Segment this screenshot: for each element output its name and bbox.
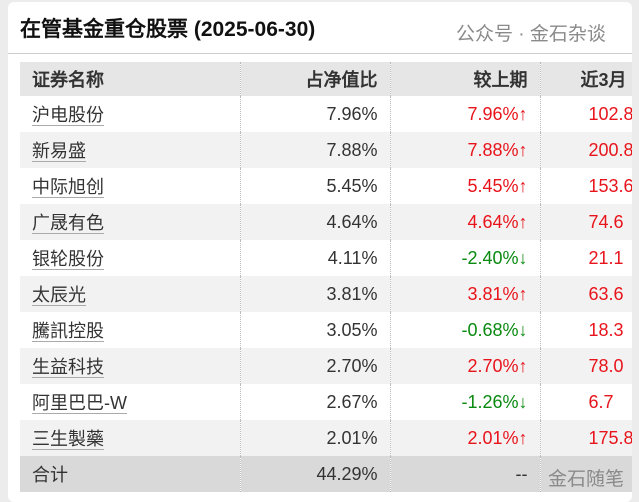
change-cell: -2.40%↓	[389, 240, 540, 276]
table-row: 騰訊控股 3.05% -0.68%↓ 18.3	[20, 312, 632, 348]
change-cell: 7.88%↑	[389, 132, 540, 168]
ratio-cell: 4.64%	[239, 204, 390, 240]
total-row: 合计 44.29% --	[20, 456, 632, 492]
table-row: 广晟有色 4.64% 4.64%↑ 74.6	[20, 204, 632, 240]
stock-link[interactable]: 沪电股份	[32, 105, 104, 126]
header-change[interactable]: 较上期	[389, 62, 540, 96]
total-ratio: 44.29%	[239, 456, 390, 492]
table-row: 三生製藥 2.01% 2.01%↑ 175.8	[20, 420, 632, 456]
change-cell: 2.70%↑	[389, 348, 540, 384]
stock-link[interactable]: 三生製藥	[32, 429, 104, 450]
total-label: 合计	[20, 456, 240, 492]
total-change: --	[389, 456, 540, 492]
header-ratio[interactable]: 占净值比	[239, 62, 390, 96]
holdings-card: 在管基金重仓股票 (2025-06-30) 证券名称 占净值比 较上期 近3月 …	[8, 2, 632, 502]
stock-link[interactable]: 银轮股份	[32, 249, 104, 270]
change-cell: 5.45%↑	[389, 168, 540, 204]
change-cell: 3.81%↑	[389, 276, 540, 312]
stock-link[interactable]: 新易盛	[32, 141, 86, 162]
header-3m[interactable]: 近3月	[539, 62, 632, 96]
stock-link[interactable]: 阿里巴巴-W	[32, 393, 127, 414]
ratio-cell: 3.05%	[239, 312, 390, 348]
holdings-table: 证券名称 占净值比 较上期 近3月 沪电股份 7.96% 7.96%↑ 102.…	[20, 62, 632, 492]
3m-cell: 78.0	[539, 348, 632, 384]
ratio-cell: 7.96%	[239, 96, 390, 132]
change-cell: 2.01%↑	[389, 420, 540, 456]
card-title: 在管基金重仓股票 (2025-06-30)	[8, 2, 632, 54]
change-cell: 4.64%↑	[389, 204, 540, 240]
change-cell: 7.96%↑	[389, 96, 540, 132]
header-name[interactable]: 证券名称	[20, 62, 240, 96]
3m-cell: 153.6	[539, 168, 632, 204]
stock-link[interactable]: 太辰光	[32, 285, 86, 306]
3m-cell: 63.6	[539, 276, 632, 312]
stock-link[interactable]: 生益科技	[32, 357, 104, 378]
stock-link[interactable]: 广晟有色	[32, 213, 104, 234]
change-cell: -1.26%↓	[389, 384, 540, 420]
total-3m	[539, 456, 632, 492]
stock-link[interactable]: 中际旭创	[32, 177, 104, 198]
table-row: 阿里巴巴-W 2.67% -1.26%↓ 6.7	[20, 384, 632, 420]
table-row: 生益科技 2.70% 2.70%↑ 78.0	[20, 348, 632, 384]
3m-cell: 18.3	[539, 312, 632, 348]
ratio-cell: 2.70%	[239, 348, 390, 384]
table-row: 中际旭创 5.45% 5.45%↑ 153.6	[20, 168, 632, 204]
table-row: 银轮股份 4.11% -2.40%↓ 21.1	[20, 240, 632, 276]
table-header: 证券名称 占净值比 较上期 近3月	[20, 62, 632, 96]
ratio-cell: 7.88%	[239, 132, 390, 168]
stock-link[interactable]: 騰訊控股	[32, 321, 104, 342]
3m-cell: 74.6	[539, 204, 632, 240]
ratio-cell: 5.45%	[239, 168, 390, 204]
3m-cell: 6.7	[539, 384, 632, 420]
table-row: 太辰光 3.81% 3.81%↑ 63.6	[20, 276, 632, 312]
change-cell: -0.68%↓	[389, 312, 540, 348]
3m-cell: 102.8	[539, 96, 632, 132]
3m-cell: 21.1	[539, 240, 632, 276]
ratio-cell: 2.67%	[239, 384, 390, 420]
3m-cell: 175.8	[539, 420, 632, 456]
ratio-cell: 3.81%	[239, 276, 390, 312]
table-row: 沪电股份 7.96% 7.96%↑ 102.8	[20, 96, 632, 132]
3m-cell: 200.8	[539, 132, 632, 168]
table-row: 新易盛 7.88% 7.88%↑ 200.8	[20, 132, 632, 168]
ratio-cell: 4.11%	[239, 240, 390, 276]
ratio-cell: 2.01%	[239, 420, 390, 456]
